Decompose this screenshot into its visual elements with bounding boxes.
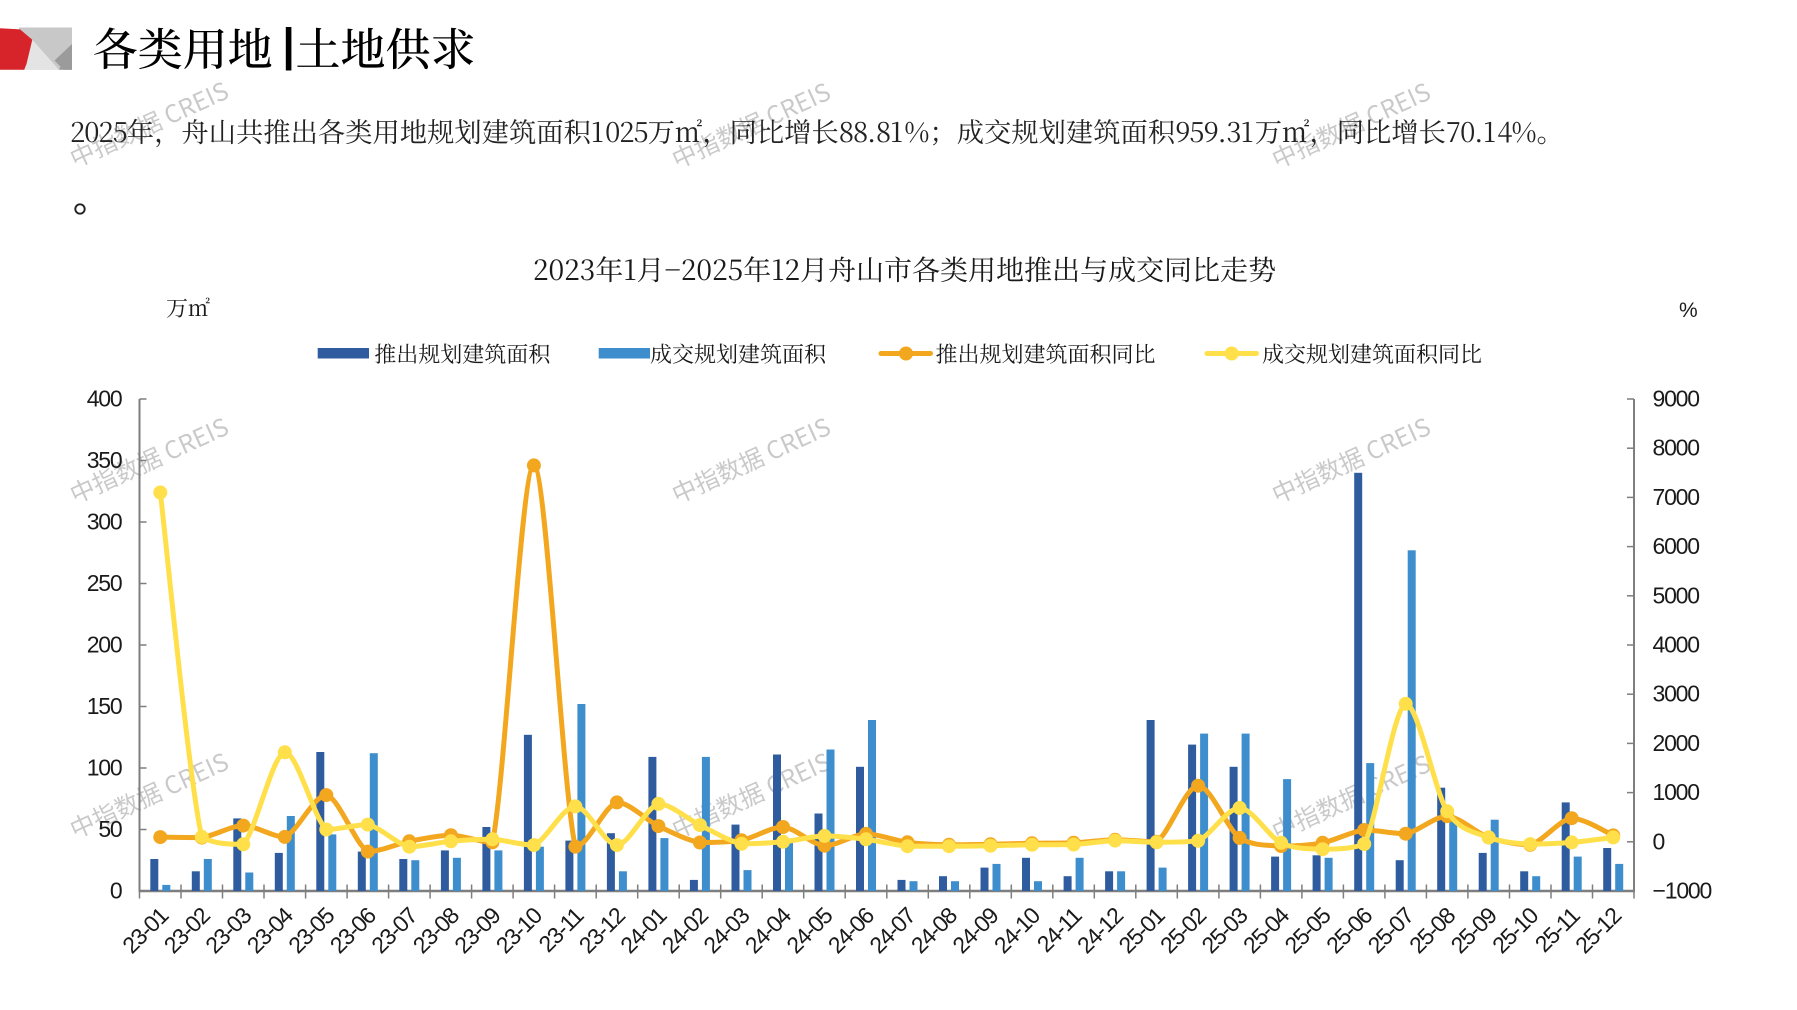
svg-text:200: 200	[87, 632, 122, 658]
svg-text:24-03: 24-03	[698, 902, 754, 958]
svg-text:24-06: 24-06	[823, 902, 879, 958]
svg-text:%: %	[1679, 299, 1698, 322]
svg-text:8000: 8000	[1653, 435, 1700, 461]
svg-text:24-11: 24-11	[1032, 902, 1087, 957]
svg-text:23-07: 23-07	[366, 902, 422, 958]
svg-text:0: 0	[110, 878, 122, 904]
svg-text:23-06: 23-06	[325, 902, 381, 958]
svg-text:25-10: 25-10	[1487, 902, 1543, 958]
svg-text:300: 300	[87, 509, 122, 535]
svg-text:6000: 6000	[1653, 533, 1700, 559]
svg-text:1000: 1000	[1653, 779, 1700, 805]
svg-text:24-12: 24-12	[1072, 902, 1128, 958]
svg-text:25-05: 25-05	[1279, 902, 1335, 958]
svg-text:24-08: 24-08	[906, 902, 962, 958]
svg-text:23-12: 23-12	[574, 902, 630, 958]
svg-text:24-09: 24-09	[947, 902, 1003, 958]
svg-text:2000: 2000	[1653, 730, 1700, 756]
svg-text:25-01: 25-01	[1113, 902, 1169, 958]
svg-text:25-06: 25-06	[1321, 902, 1377, 958]
svg-text:4000: 4000	[1653, 632, 1700, 658]
svg-text:23-01: 23-01	[117, 902, 173, 958]
svg-text:23-02: 23-02	[159, 902, 215, 958]
svg-text:24-04: 24-04	[740, 902, 797, 959]
svg-text:7000: 7000	[1653, 484, 1700, 510]
svg-text:25-03: 25-03	[1196, 902, 1252, 958]
svg-text:24-05: 24-05	[781, 902, 837, 958]
svg-text:25-09: 25-09	[1445, 902, 1501, 958]
svg-text:25-07: 25-07	[1362, 902, 1418, 958]
svg-text:25-02: 25-02	[1155, 902, 1211, 958]
svg-text:23-10: 23-10	[491, 902, 547, 958]
svg-text:25-08: 25-08	[1404, 902, 1460, 958]
svg-text:24-10: 24-10	[989, 902, 1045, 958]
svg-text:23-09: 23-09	[449, 902, 505, 958]
svg-text:25-11: 25-11	[1530, 902, 1585, 957]
svg-text:23-03: 23-03	[200, 902, 256, 958]
svg-text:100: 100	[87, 755, 122, 781]
svg-text:250: 250	[87, 570, 122, 596]
svg-text:23-11: 23-11	[533, 902, 588, 957]
svg-text:9000: 9000	[1653, 386, 1700, 412]
svg-text:0: 0	[1653, 828, 1665, 854]
svg-text:25-04: 25-04	[1238, 902, 1295, 959]
svg-text:25-12: 25-12	[1570, 902, 1626, 958]
svg-text:350: 350	[87, 447, 122, 473]
svg-text:−1000: −1000	[1653, 878, 1712, 904]
svg-text:24-07: 24-07	[864, 902, 920, 958]
svg-text:23-08: 23-08	[408, 902, 464, 958]
svg-text:5000: 5000	[1653, 582, 1700, 608]
svg-text:400: 400	[87, 386, 122, 412]
svg-text:3000: 3000	[1653, 681, 1700, 707]
svg-text:23-05: 23-05	[283, 902, 339, 958]
svg-text:23-04: 23-04	[242, 902, 299, 959]
svg-text:50: 50	[98, 816, 122, 842]
svg-text:24-01: 24-01	[615, 902, 671, 958]
svg-text:150: 150	[87, 693, 122, 719]
svg-text:24-02: 24-02	[657, 902, 713, 958]
